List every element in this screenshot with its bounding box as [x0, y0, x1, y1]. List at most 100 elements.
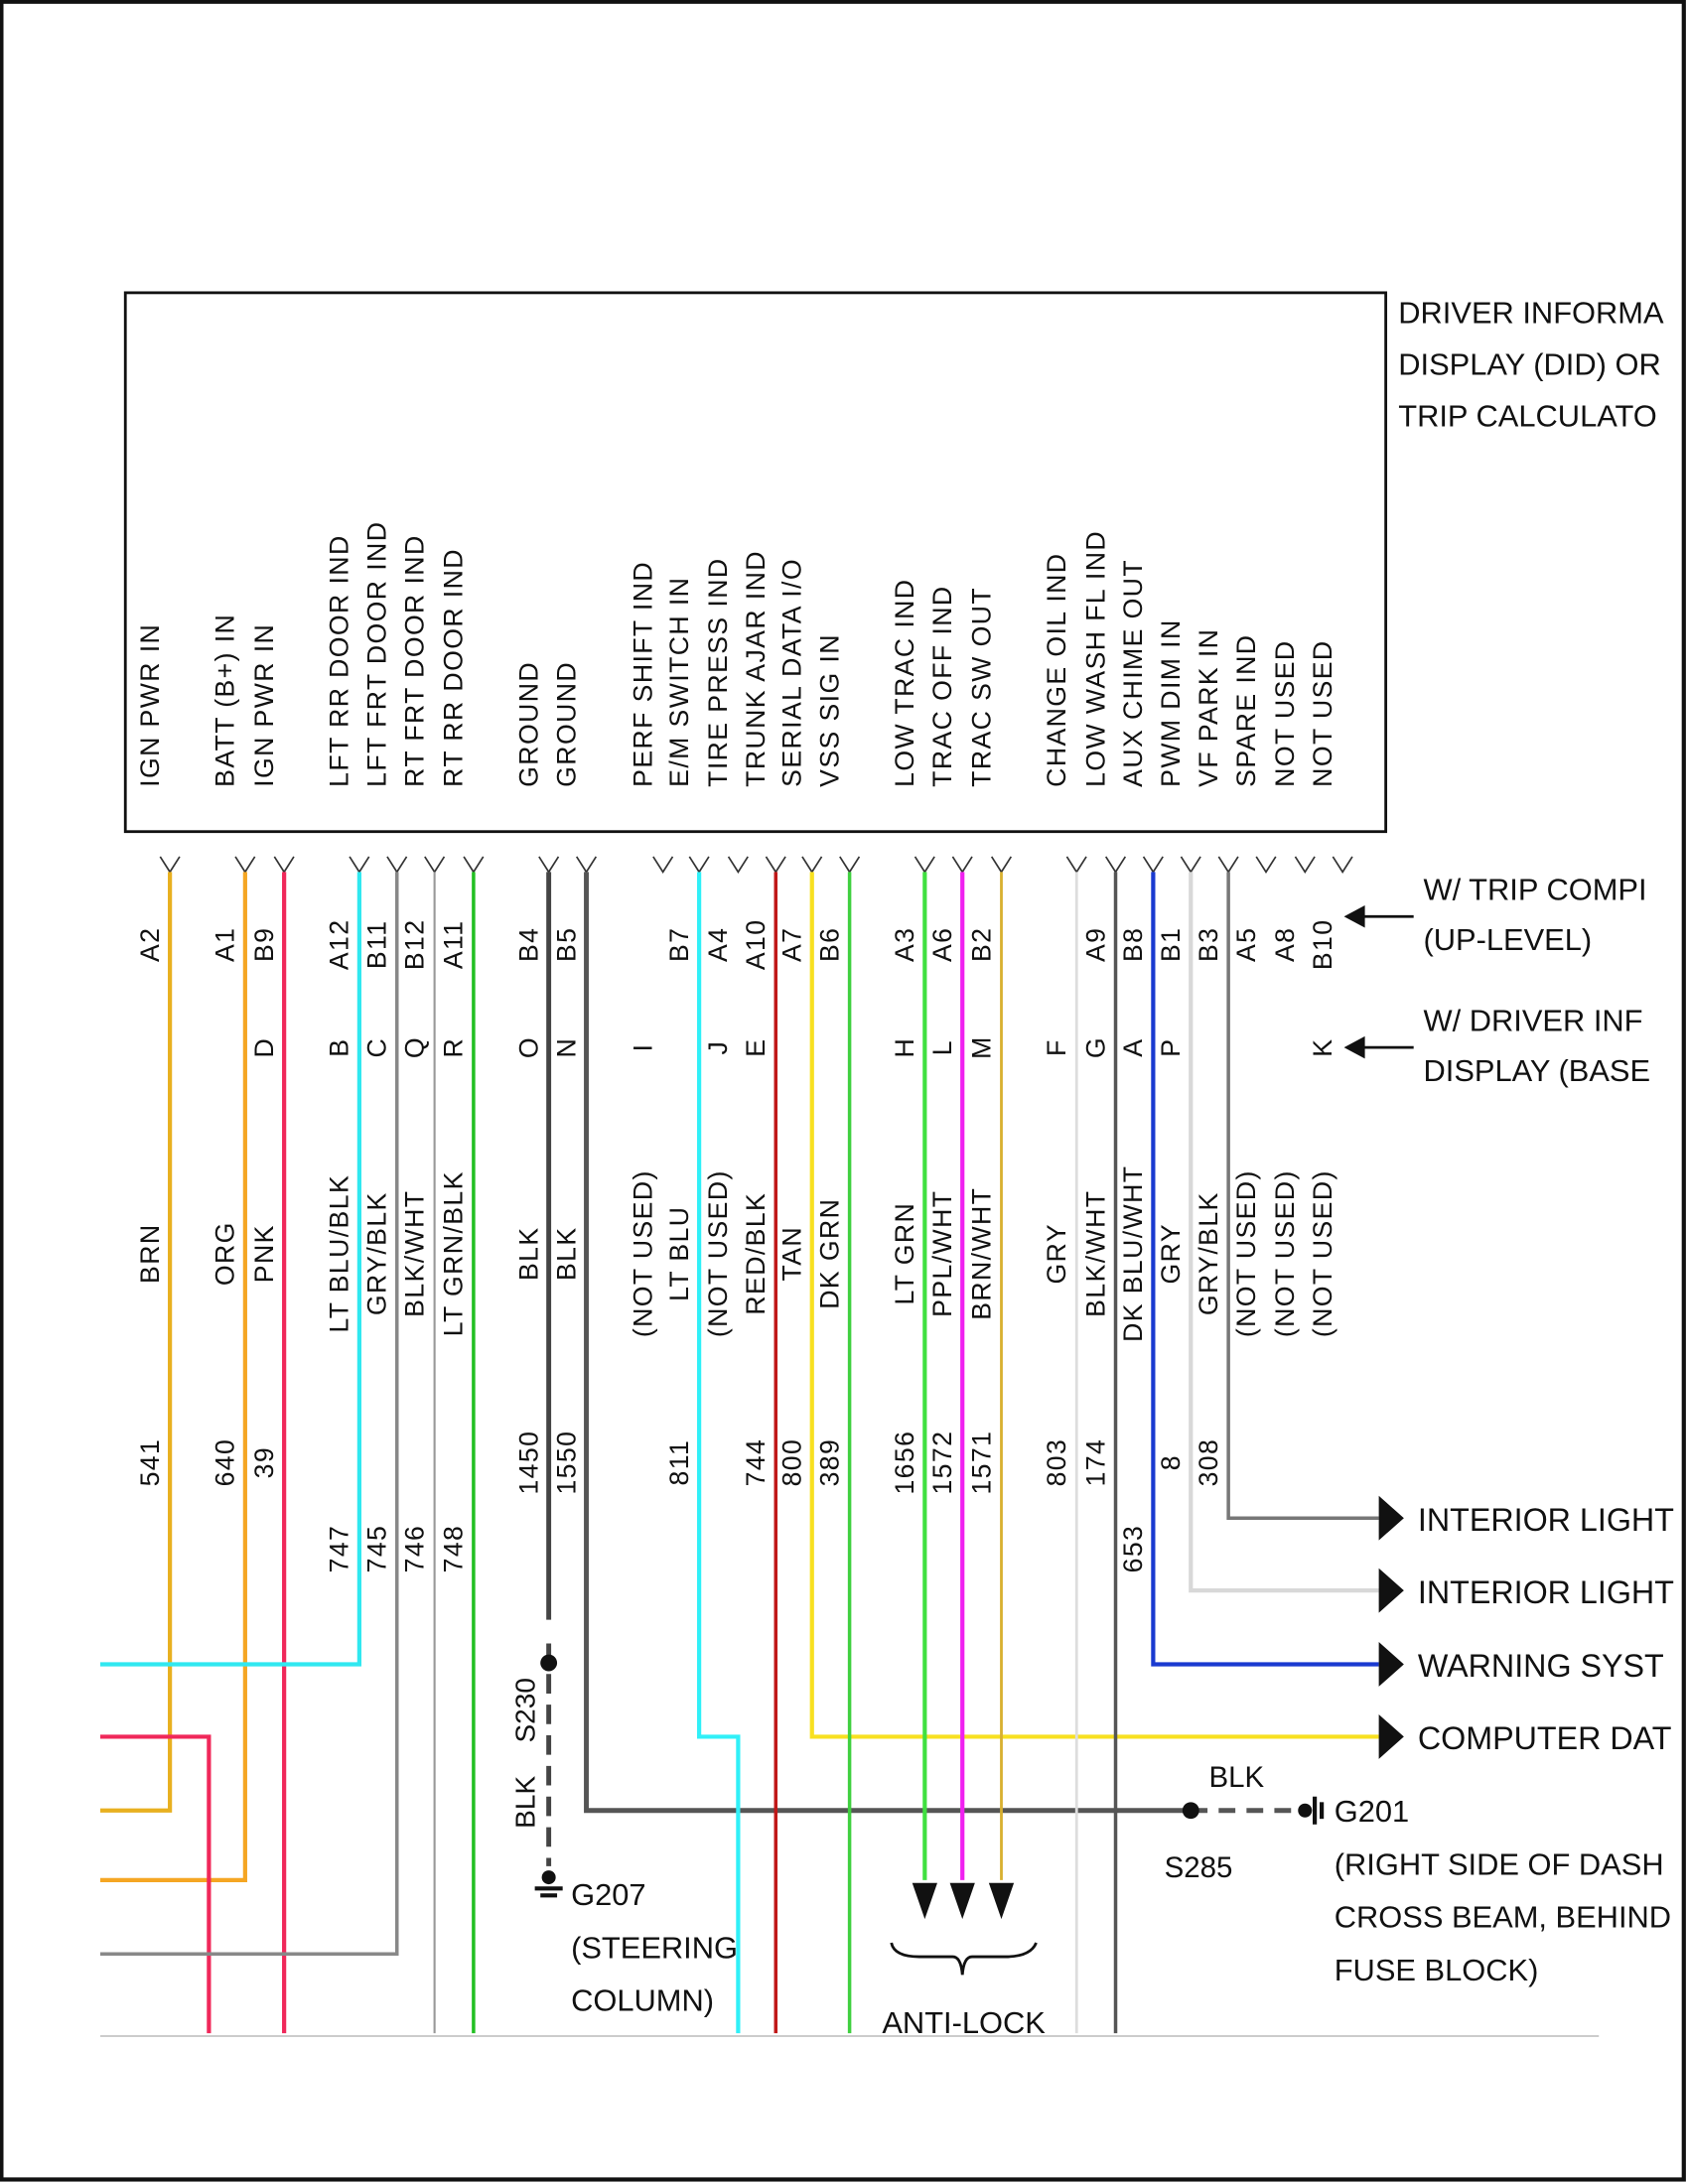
cavity-label-base: E: [741, 1038, 771, 1057]
connector-pin-terminal: [463, 856, 485, 874]
splice-label-s230: S230: [510, 1678, 541, 1743]
cavity-label-uplevel: B12: [399, 919, 429, 971]
wire-308: [1226, 872, 1379, 1520]
connector-pin-terminal: [727, 856, 749, 874]
connector-pin-terminal: [1104, 856, 1127, 874]
connector-pin-terminal: [1217, 856, 1239, 874]
pin-function-label: SPARE IND: [1231, 634, 1261, 787]
destination-label: INTERIOR LIGHT: [1418, 1502, 1674, 1538]
pin-function-label: SERIAL DATA I/O: [777, 558, 807, 787]
wire-color-label: (NOT USED): [1308, 1169, 1337, 1337]
pin-function-label: PWM DIM IN: [1156, 618, 1186, 786]
cavity-label-base: K: [1308, 1038, 1337, 1057]
circuit-number-label: 1656: [890, 1431, 919, 1495]
connector-pin-terminal: [914, 856, 935, 874]
pin-function-label: IGN PWR IN: [249, 623, 279, 787]
wire-8: [1189, 872, 1379, 1593]
destination-label: COMPUTER DAT: [1418, 1720, 1672, 1756]
pin-function-label: TRAC OFF IND: [927, 586, 957, 787]
circuit-number-label: 174: [1080, 1438, 1110, 1487]
wire-541: [99, 872, 173, 1813]
pin-function-label: RT RR DOOR IND: [439, 548, 469, 787]
arrow-down-icon: [949, 1882, 975, 1920]
connector-pin-terminal: [386, 856, 408, 874]
cavity-label-uplevel: B10: [1308, 919, 1337, 971]
component-title-line: DRIVER INFORMA: [1398, 296, 1664, 331]
wire-color-label: (NOT USED): [1270, 1169, 1300, 1337]
cavity-label-uplevel: B7: [664, 927, 694, 962]
connector-pin-terminal: [234, 856, 256, 874]
cavity-label-base: N: [551, 1037, 581, 1058]
cavity-label-uplevel: B6: [814, 927, 844, 962]
antilock-label: ANTI-LOCK: [882, 2005, 1046, 2040]
cavity-label-base: C: [362, 1037, 392, 1058]
circuit-number-label: 653: [1118, 1525, 1148, 1573]
pin-function-label: TRAC SW OUT: [966, 587, 996, 787]
cavity-label-base: M: [966, 1035, 996, 1059]
connector-pin-terminal: [801, 856, 823, 874]
cavity-label-uplevel: A12: [325, 919, 354, 971]
arrow-left-icon: [1343, 1035, 1365, 1059]
variant-label: (UP-LEVEL): [1423, 922, 1592, 957]
splice-label-s285: S285: [1165, 1851, 1233, 1884]
wire-811: [697, 872, 741, 2034]
wire-color-label: ORG: [211, 1221, 240, 1286]
arrow-left-icon: [1343, 905, 1365, 928]
circuit-number-label: 308: [1194, 1438, 1223, 1487]
cavity-label-uplevel: B4: [513, 927, 543, 962]
pin-function-label: NOT USED: [1270, 639, 1300, 786]
wire-color-label: GRY: [1042, 1223, 1071, 1284]
connector-pin-terminal: [273, 856, 295, 874]
cavity-label-base: H: [890, 1037, 919, 1058]
cavity-label-uplevel: B3: [1194, 927, 1223, 962]
cavity-label-base: R: [439, 1037, 469, 1058]
cavity-label-base: P: [1156, 1038, 1186, 1057]
cavity-label-base: B: [325, 1038, 354, 1057]
cavity-label-base: Q: [399, 1036, 429, 1058]
circuit-number-label: 1572: [927, 1431, 957, 1495]
cavity-label-base: I: [628, 1043, 657, 1052]
connector-pin-terminal: [349, 856, 370, 874]
circuit-number-label: 389: [814, 1438, 844, 1487]
component-title-line: TRIP CALCULATO: [1398, 399, 1657, 434]
wire-color-label: (NOT USED): [703, 1169, 733, 1337]
cavity-label-base: O: [513, 1036, 543, 1058]
cavity-label-base: J: [703, 1040, 733, 1055]
circuit-number-label: 640: [211, 1438, 240, 1487]
circuit-number-label: 748: [439, 1525, 469, 1573]
wire-color-label: GRY/BLK: [362, 1191, 392, 1315]
wire-color-label: GRY/BLK: [1194, 1191, 1223, 1315]
wire-1550: [584, 872, 1192, 1814]
ground-label-g207: (STEERING: [571, 1930, 738, 1965]
cavity-label-uplevel: B9: [249, 927, 279, 962]
wire-color-label: BRN/WHT: [966, 1187, 996, 1320]
cavity-label-uplevel: A9: [1080, 927, 1110, 962]
wire-color-label: BLK: [1208, 1761, 1264, 1794]
connector-pin-terminal: [1142, 856, 1164, 874]
wire-color-label: PNK: [249, 1224, 279, 1283]
wire-color-label: LT GRN/BLK: [439, 1170, 469, 1336]
variant-label: W/ DRIVER INF: [1423, 1003, 1642, 1037]
cavity-label-uplevel: B5: [551, 927, 581, 962]
cavity-label-uplevel: B11: [362, 919, 392, 969]
pin-function-label: LFT RR DOOR IND: [325, 534, 354, 786]
wire-color-label: DK BLU/WHT: [1118, 1165, 1148, 1342]
component-box: [123, 291, 1388, 834]
arrow-right-icon: [1378, 1568, 1404, 1613]
arrow-right-icon: [1378, 1642, 1404, 1687]
circuit-number-label: 800: [777, 1438, 807, 1487]
wire-800: [809, 872, 1379, 1739]
connector-pin-terminal: [424, 856, 446, 874]
circuit-number-label: 747: [325, 1525, 354, 1573]
wire-color-label: BLK/WHT: [399, 1190, 429, 1317]
connector-pin-terminal: [575, 856, 598, 874]
variant-label: W/ TRIP COMPI: [1423, 872, 1646, 906]
ground-dot: [541, 1870, 556, 1885]
component-title-line: DISPLAY (DID) OR: [1398, 347, 1661, 382]
circuit-number-label: 1550: [551, 1431, 581, 1495]
wire-color-label: BRN: [135, 1223, 165, 1283]
wires: [99, 856, 1379, 2034]
